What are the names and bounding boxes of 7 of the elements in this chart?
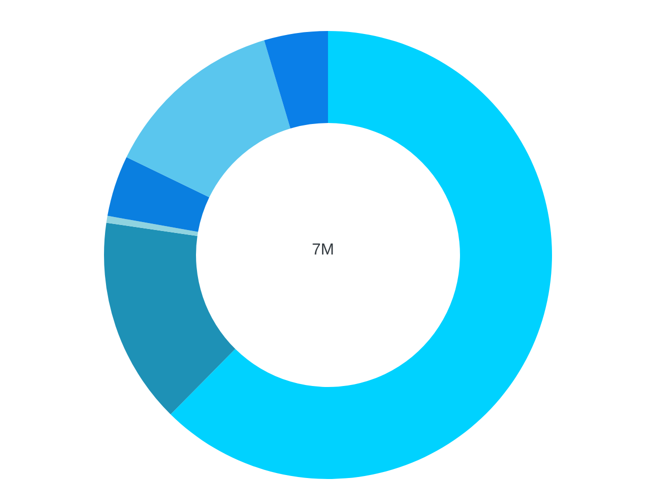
donut-slice <box>104 222 236 414</box>
donut-slice <box>107 157 210 232</box>
text: 7M <box>312 242 334 258</box>
donut-slice <box>126 40 290 198</box>
donut-slice <box>170 31 552 479</box>
donut-slice <box>106 216 198 236</box>
donut-slice <box>264 31 328 128</box>
